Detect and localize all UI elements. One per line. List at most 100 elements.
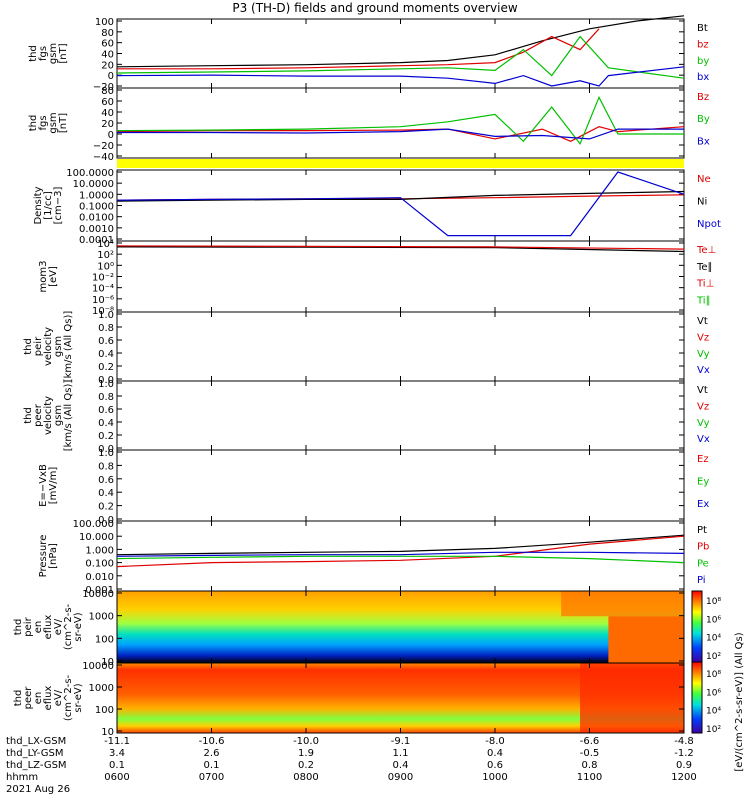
y-tick-label: 10⁻⁴ (92, 284, 114, 295)
y-axis-label-fgs_gsm2: thd fgs gsm [nT] (28, 112, 69, 133)
y-tick-label: 0.2 (98, 431, 114, 442)
legend-Pt: Pt (697, 525, 707, 536)
legend-Ey: Ey (697, 476, 709, 487)
y-tick-label: 10⁻⁶ (92, 295, 114, 306)
y-axis-label-density: Density [1/cc] [cm−3] (33, 186, 64, 224)
y-axis-label-line: mom3 (38, 261, 49, 293)
y-axis-label-line: velocity (43, 396, 54, 435)
series-Pb (116, 535, 685, 568)
legend-Bx: Bx (697, 136, 710, 147)
y-axis-label-line: en (33, 692, 44, 705)
ephemeris-value: 1100 (576, 772, 603, 783)
y-axis-label-efield: E=−VxB [mV/m] (38, 464, 59, 507)
legend-Ex: Ex (697, 499, 709, 510)
y-axis-label-line: E=−VxB (38, 464, 49, 507)
ephemeris-label: thd_LX-GSM (6, 736, 67, 747)
legend-Vy: Vy (697, 418, 710, 429)
yellow-status-bar (117, 159, 684, 168)
ephemeris-value: 0900 (387, 772, 414, 783)
legend-Pb: Pb (697, 542, 709, 553)
legend-Ti∥: Ti∥ (696, 296, 711, 307)
series-Ni (116, 190, 685, 202)
ephemeris-value: -10.6 (198, 736, 225, 747)
ephemeris-label: thd_LY-GSM (6, 748, 64, 759)
y-tick-label: 1.000 (85, 545, 114, 556)
colorbar-tick: 10⁸ (706, 597, 721, 607)
y-axis-label-line: thd (28, 45, 39, 62)
y-tick-label: 100 (95, 705, 114, 716)
ephemeris-label: hhmm (6, 772, 39, 783)
y-tick-label: 1.0000 (79, 190, 114, 201)
legend-bz: bz (697, 39, 709, 50)
y-axis-label-line: sr-eV) (73, 612, 84, 641)
y-axis-label-line: peir (33, 336, 44, 356)
y-axis-label-temp: mom3 [eV] (38, 261, 59, 293)
legend-Vz: Vz (697, 401, 709, 412)
y-tick-label: 0.0010 (79, 224, 114, 235)
legend-By: By (697, 114, 710, 125)
panel-frame-peer_vel (116, 380, 685, 451)
y-tick-label: 0.8 (98, 392, 114, 403)
series-Pt (116, 534, 685, 556)
y-tick-label: −20 (93, 82, 114, 93)
ephemeris-value: 1.9 (298, 748, 314, 759)
ephemeris-value: -11.1 (104, 736, 130, 747)
y-axis-label-fgs_gsm: thd fgs gsm [nT] (28, 43, 69, 64)
legend-Ne: Ne (697, 174, 711, 185)
y-axis-label-line: sr-eV) (73, 683, 84, 712)
y-tick-label: 100.000 (73, 519, 114, 530)
y-axis-label-pressure: Pressure [nPa] (38, 535, 59, 578)
y-axis-label-line: (cm^2-s- (63, 674, 74, 721)
y-tick-label: 60 (101, 39, 114, 50)
y-axis-label-line: peer (23, 686, 34, 710)
y-axis-label-line: peer (33, 403, 44, 427)
panel-frame-temp (116, 240, 685, 313)
y-axis-label-line: [nT] (58, 113, 69, 133)
y-axis-label-line: gsm (48, 43, 59, 64)
y-tick-label: 1000 (89, 683, 114, 694)
y-axis-label-line: gsm (53, 405, 64, 426)
y-axis-label-line: [nT] (58, 43, 69, 63)
series-Bz (116, 126, 685, 142)
legend-Npot: Npot (697, 219, 721, 230)
y-tick-label: 40 (101, 50, 114, 61)
ephemeris-value: 3.4 (109, 748, 125, 759)
y-axis-label-line: thd (28, 115, 39, 132)
legend-Pi: Pi (697, 575, 706, 586)
y-tick-label: 1.0 (98, 379, 114, 390)
y-axis-label-peer_vel: thd peer velocity gsm [km/s (All Qs)] (23, 380, 74, 452)
ephemeris-value: -9.1 (390, 736, 411, 747)
series-Npot (116, 171, 685, 237)
y-tick-label: 0.1000 (79, 202, 114, 213)
y-tick-label: −20 (93, 141, 114, 152)
legend-Vy: Vy (697, 349, 710, 360)
colorbar-tick: 10⁸ (706, 670, 721, 680)
y-tick-label: 0.0 (98, 375, 114, 386)
y-axis-label-line: [eV] (48, 266, 59, 287)
legend-Bt: Bt (697, 23, 708, 34)
y-axis-label-line: [km/s (All Qs)] (63, 311, 74, 383)
legend-bx: bx (697, 72, 709, 83)
legend-Te⊥: Te⊥ (696, 245, 716, 256)
y-axis-label-line: [nPa] (48, 543, 59, 569)
y-tick-label: 10⁻² (92, 273, 114, 284)
ephemeris-value: -6.6 (579, 736, 600, 747)
y-axis-label-line: thd (23, 407, 34, 424)
ephemeris-value: 0.8 (581, 760, 598, 771)
y-axis-label-line: eV/ (53, 689, 64, 706)
y-tick-label: 0.4 (98, 349, 114, 360)
y-tick-label: 40 (101, 108, 114, 119)
spectrogram-hot-region (561, 591, 684, 617)
colorbar-tick: 10⁴ (706, 634, 721, 644)
legend-by: by (697, 56, 709, 67)
series-By (116, 95, 684, 145)
colorbar-tick: 10⁶ (706, 688, 721, 698)
y-tick-label: 0.8 (98, 323, 114, 334)
y-tick-label: 10² (97, 250, 114, 261)
colorbar-label: [eV/(cm^2-s-sr-eV)] (All Qs) (734, 632, 745, 771)
series-bz (117, 28, 600, 70)
series-bx (116, 66, 685, 87)
colorbar-tick: 10² (706, 725, 721, 735)
y-axis-label-peer_en: thd peer en eflux eV/(cm^2-s-sr-eV) (13, 674, 84, 721)
